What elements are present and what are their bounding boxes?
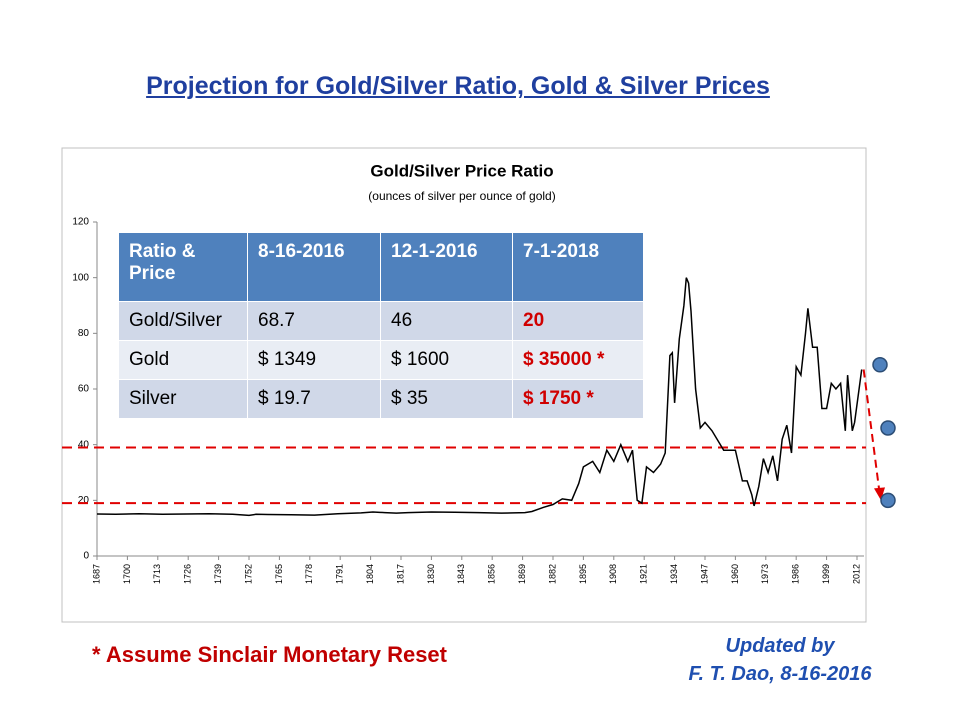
x-tick-label: 1934 [669,564,679,584]
data-table: Ratio & Price 8-16-2016 12-1-2016 7-1-2018 … [119,233,644,419]
x-tick-label: 1869 [517,564,527,584]
projection-point [880,420,896,436]
x-tick-label: 1882 [547,564,557,584]
table-cell: 46 [380,301,513,341]
update-line: Updated by [725,635,835,657]
table-header: 7-1-2018 [512,233,644,302]
chart-title: Gold/Silver Price Ratio [370,161,553,180]
footnote: * Assume Sinclair Monetary Reset [92,642,447,667]
table-cell: $ 1750 * [512,379,644,419]
x-tick-label: 1960 [730,564,740,584]
x-tick-label: 1726 [183,564,193,584]
x-tick-label: 1973 [760,564,770,584]
x-tick-label: 1791 [335,564,345,584]
x-tick-label: 1687 [91,564,101,584]
x-tick-label: 1999 [821,564,831,584]
update-note: Updated by F. T. Dao, 8-16-2016 [660,632,900,688]
slide-title: Projection for Gold/Silver Ratio, Gold &… [146,72,770,100]
y-tick-label: 120 [72,217,89,228]
table-cell: $ 35 [380,379,513,419]
x-tick-label: 1843 [456,564,466,584]
projection-point [880,492,896,509]
table-cell: $ 1600 [380,340,513,380]
x-tick-label: 1778 [304,564,314,584]
x-tick-label: 1752 [243,564,253,584]
table-cell: Silver [119,379,248,419]
update-line: F. T. Dao, 8-16-2016 [688,663,872,685]
y-tick-label: 40 [78,439,90,450]
x-tick-label: 2012 [851,564,861,584]
table-cell: $ 35000 * [512,340,644,380]
x-tick-label: 1856 [487,564,497,584]
table-cell: $ 19.7 [247,379,381,419]
y-tick-label: 100 [72,272,89,283]
table-cell: Gold/Silver [119,301,248,341]
x-tick-label: 1986 [791,564,801,584]
x-tick-label: 1739 [213,564,223,584]
y-tick-label: 0 [83,551,89,562]
x-tick-label: 1804 [365,564,375,584]
x-tick-label: 1817 [395,564,405,584]
table-cell: 68.7 [247,301,381,341]
x-tick-label: 1947 [699,564,709,584]
chart-subtitle: (ounces of silver per ounce of gold) [368,189,555,203]
y-tick-label: 80 [78,328,90,339]
table-cell: Gold [119,340,248,380]
x-tick-label: 1921 [639,564,649,584]
arrow-head [874,487,885,501]
table-header: 12-1-2016 [380,233,513,302]
x-tick-label: 1765 [274,564,284,584]
y-tick-label: 20 [78,495,90,506]
y-tick-label: 60 [78,384,90,395]
x-tick-label: 1713 [152,564,162,584]
x-tick-label: 1908 [608,564,618,584]
table-cell: 20 [512,301,644,341]
table-header: 8-16-2016 [247,233,381,302]
x-tick-label: 1895 [578,564,588,584]
table-header: Ratio & Price [119,233,248,302]
projection-arrow [862,369,881,497]
projection-point [872,357,888,373]
x-tick-label: 1700 [122,564,132,584]
x-tick-label: 1830 [426,564,436,584]
table-cell: $ 1349 [247,340,381,380]
data-line [96,277,863,517]
